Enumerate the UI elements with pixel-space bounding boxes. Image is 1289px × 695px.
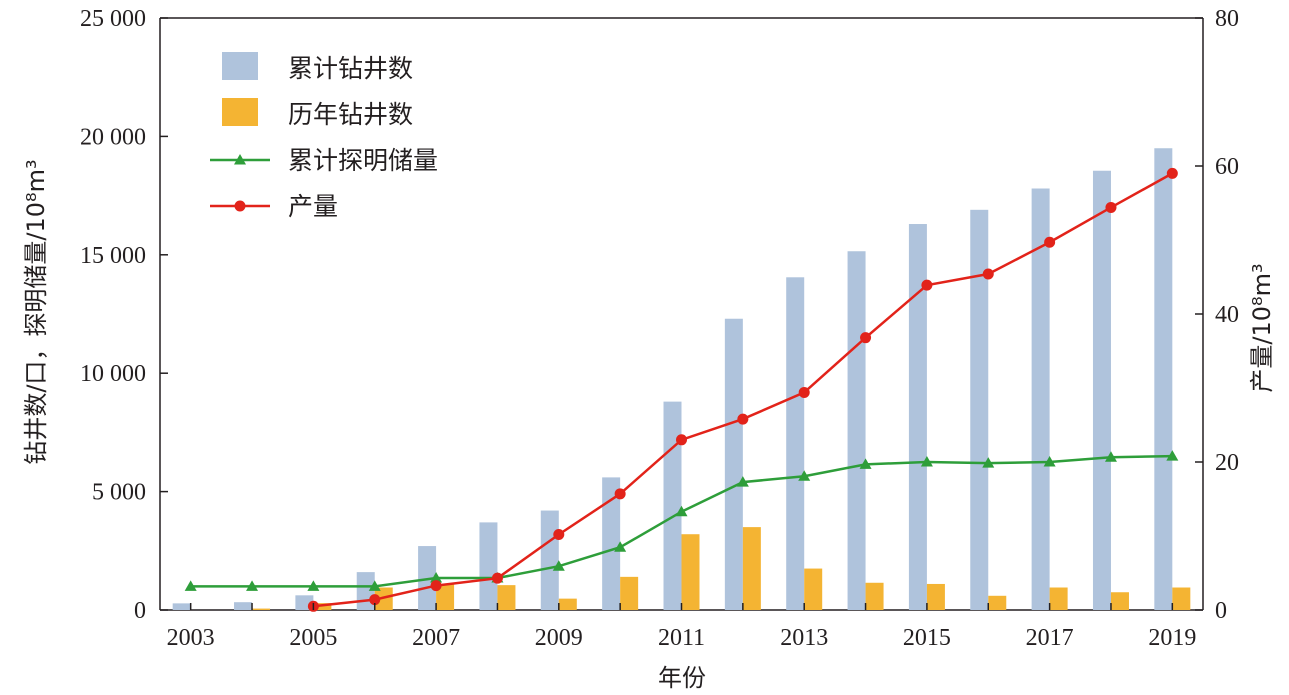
y-left-tick-label-4: 20 000 (80, 124, 146, 150)
bar-历年钻井数-2016 (988, 595, 1007, 610)
bar-历年钻井数-2019 (1172, 587, 1191, 610)
bar-历年钻井数-2011 (681, 534, 700, 610)
x-tick-label-2009: 2009 (535, 625, 583, 651)
legend-swatch-历年钻井数 (222, 98, 258, 126)
point-累计探明储量-2004 (246, 580, 259, 591)
y-axis-right-title: 产量/10⁸m³ (1248, 263, 1276, 392)
x-tick-label-2019: 2019 (1148, 625, 1196, 651)
point-累计探明储量-2010 (614, 541, 627, 552)
bar-累计钻井数-2008 (479, 522, 498, 610)
point-累计探明储量-2016 (982, 457, 995, 468)
x-tick-label-2007: 2007 (412, 625, 460, 651)
y-right-tick-label-4: 80 (1215, 6, 1239, 32)
point-累计探明储量-2009 (552, 560, 565, 571)
point-累计探明储量-2003 (184, 580, 197, 591)
bar-历年钻井数-2015 (926, 583, 945, 610)
bar-历年钻井数-2007 (436, 583, 455, 610)
bar-累计钻井数-2017 (1031, 188, 1050, 610)
point-产量-2014 (860, 332, 872, 344)
point-产量-2009 (553, 529, 565, 541)
point-累计探明储量-2005 (307, 580, 320, 591)
point-产量-2012 (737, 413, 749, 425)
point-累计探明储量-2018 (1104, 451, 1117, 462)
lines-layer (184, 167, 1179, 612)
legend-swatch-累计钻井数 (222, 52, 258, 80)
bar-历年钻井数-2014 (865, 582, 884, 610)
bar-累计钻井数-2011 (663, 401, 682, 610)
point-累计探明储量-2017 (1043, 456, 1056, 467)
bar-累计钻井数-2012 (724, 318, 743, 610)
x-tick-label-2003: 2003 (167, 625, 215, 651)
point-产量-2007 (430, 580, 442, 592)
bar-历年钻井数-2012 (742, 527, 761, 610)
point-产量-2013 (798, 386, 810, 398)
point-累计探明储量-2019 (1166, 450, 1179, 461)
point-产量-2016 (982, 268, 994, 280)
legend-marker-累计探明储量 (234, 154, 246, 165)
plot-frame (159, 17, 1204, 611)
bar-累计钻井数-2013 (786, 277, 805, 610)
bars-layer (172, 148, 1191, 611)
bar-历年钻井数-2010 (620, 576, 639, 610)
legend-label-累计探明储量: 累计探明储量 (288, 146, 438, 175)
point-产量-2011 (676, 434, 687, 446)
bar-历年钻井数-2018 (1110, 592, 1129, 610)
point-累计探明储量-2011 (675, 505, 688, 517)
point-累计探明储量-2015 (920, 456, 933, 467)
point-累计探明储量-2012 (736, 476, 749, 487)
bar-累计钻井数-2009 (540, 510, 559, 610)
x-tick-label-2013: 2013 (780, 625, 828, 651)
point-累计探明储量-2007 (430, 572, 443, 583)
y-right-tick-label-2: 40 (1215, 302, 1239, 328)
bar-累计钻井数-2015 (908, 224, 927, 611)
point-产量-2015 (921, 279, 933, 291)
point-产量-2010 (614, 488, 626, 500)
bar-累计钻井数-2014 (847, 251, 866, 611)
bar-历年钻井数-2017 (1049, 587, 1068, 610)
x-tick-label-2015: 2015 (903, 625, 951, 651)
bar-历年钻井数-2004 (252, 608, 271, 610)
x-tick-label-2017: 2017 (1026, 625, 1074, 651)
bar-历年钻井数-2009 (558, 598, 577, 610)
x-axis-title: 年份 (658, 664, 706, 692)
bar-累计钻井数-2016 (970, 209, 989, 611)
point-累计探明储量-2013 (798, 470, 811, 481)
legend-marker-产量 (234, 200, 246, 212)
bar-累计钻井数-2019 (1154, 148, 1173, 611)
bar-累计钻井数-2010 (602, 477, 621, 610)
legend-label-累计钻井数: 累计钻井数 (288, 54, 413, 83)
point-产量-2018 (1105, 201, 1117, 213)
point-产量-2008 (491, 572, 503, 584)
legend-label-产量: 产量 (288, 192, 338, 221)
bar-累计钻井数-2003 (172, 603, 191, 610)
x-tick-label-2011: 2011 (658, 625, 705, 651)
y-axis-left-title: 钻井数/口，探明储量/10⁸m³ (22, 159, 50, 464)
y-left-tick-label-5: 25 000 (80, 6, 146, 32)
y-left-tick-label-3: 15 000 (80, 243, 146, 269)
bar-累计钻井数-2018 (1092, 170, 1111, 610)
bar-累计钻井数-2004 (234, 602, 253, 610)
point-产量-2006 (369, 594, 381, 606)
bar-历年钻井数-2013 (804, 568, 823, 610)
y-right-tick-label-0: 0 (1215, 598, 1227, 624)
y-left-tick-label-0: 0 (134, 598, 146, 624)
point-产量-2017 (1044, 236, 1056, 248)
point-产量-2019 (1166, 167, 1178, 179)
legend-label-历年钻井数: 历年钻井数 (288, 100, 413, 129)
point-累计探明储量-2006 (368, 580, 381, 591)
x-tick-label-2005: 2005 (289, 625, 337, 651)
axes-layer: 2003 2005 2007 2009 2011 2013 2015 2017 2019 0 5 0… (80, 6, 1239, 651)
bar-历年钻井数-2008 (497, 585, 516, 610)
y-right-tick-label-3: 60 (1215, 154, 1239, 180)
point-累计探明储量-2014 (859, 458, 872, 469)
y-left-tick-label-1: 5 000 (92, 480, 146, 506)
y-right-tick-label-1: 20 (1215, 450, 1239, 476)
y-left-tick-label-2: 10 000 (80, 361, 146, 387)
